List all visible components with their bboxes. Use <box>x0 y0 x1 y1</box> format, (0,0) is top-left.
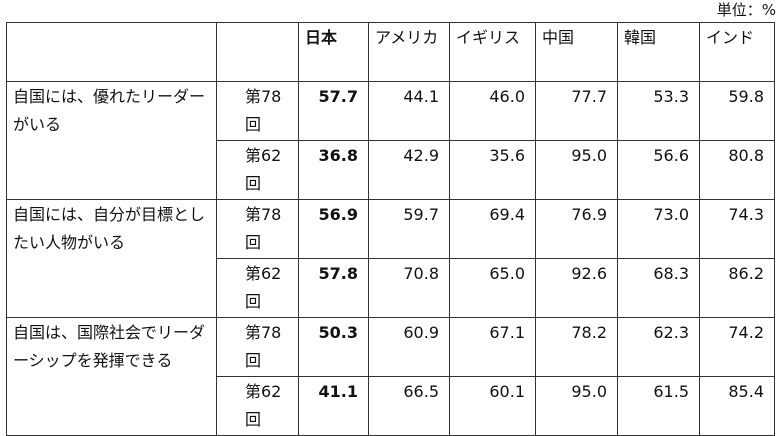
survey-round-label: 第62回 <box>216 376 299 436</box>
value-cell-usa: 42.9 <box>368 140 450 200</box>
survey-round-label: 第62回 <box>216 258 299 318</box>
table-row: 第62回 57.8 70.8 65.0 92.6 68.3 86.2 <box>7 258 775 318</box>
survey-round-label: 第78回 <box>216 199 299 259</box>
value-cell-japan: 57.8 <box>298 258 369 318</box>
header-japan: 日本 <box>298 22 369 82</box>
table-row: 自国には、自分が目標としたい人物がいる 第78回 56.9 59.7 69.4 76.9 7… <box>6 199 775 318</box>
value-cell-korea: 56.6 <box>617 140 700 200</box>
survey-round-label: 第78回 <box>216 317 299 377</box>
value-cell-uk: 69.4 <box>449 199 536 259</box>
row-item-label: 自国には、自分が目標としたい人物がいる <box>6 199 217 318</box>
table-row: 第62回 36.8 42.9 35.6 95.0 56.6 80.8 <box>7 140 775 200</box>
header-korea: 韓国 <box>617 22 700 82</box>
value-cell-korea: 61.5 <box>617 376 700 436</box>
value-cell-usa: 66.5 <box>368 376 450 436</box>
value-cell-japan: 57.7 <box>298 81 369 141</box>
value-cell-usa: 60.9 <box>368 317 450 377</box>
value-cell-uk: 46.0 <box>449 81 536 141</box>
value-cell-india: 74.3 <box>699 199 775 259</box>
value-cell-korea: 68.3 <box>617 258 700 318</box>
header-blank <box>6 22 217 82</box>
survey-table: 日本 アメリカ イギリス 中国 韓国 インド 自国には、優れたリーダーがいる 第7… <box>6 22 775 436</box>
table-row: 第62回 41.1 66.5 60.1 95.0 61.5 85.4 <box>7 376 775 436</box>
header-china: 中国 <box>535 22 618 82</box>
value-cell-japan: 56.9 <box>298 199 369 259</box>
value-cell-uk: 67.1 <box>449 317 536 377</box>
value-cell-usa: 59.7 <box>368 199 450 259</box>
unit-label: 単位：% <box>716 1 776 19</box>
header-row: 日本 アメリカ イギリス 中国 韓国 インド <box>6 22 775 82</box>
value-cell-japan: 50.3 <box>298 317 369 377</box>
table-row: 自国には、優れたリーダーがいる 第78回 57.7 44.1 46.0 77.7 53.3 5… <box>6 81 775 200</box>
value-cell-india: 74.2 <box>699 317 775 377</box>
value-cell-korea: 53.3 <box>617 81 700 141</box>
value-cell-japan: 36.8 <box>298 140 369 200</box>
row-item-label: 自国は、国際社会でリーダーシップを発揮できる <box>6 317 217 436</box>
value-cell-uk: 60.1 <box>449 376 536 436</box>
value-cell-india: 80.8 <box>699 140 775 200</box>
header-india: インド <box>699 22 775 82</box>
value-cell-china: 76.9 <box>535 199 618 259</box>
value-cell-usa: 70.8 <box>368 258 450 318</box>
survey-round-label: 第62回 <box>216 140 299 200</box>
value-cell-india: 59.8 <box>699 81 775 141</box>
value-cell-india: 86.2 <box>699 258 775 318</box>
value-cell-korea: 73.0 <box>617 199 700 259</box>
value-cell-uk: 35.6 <box>449 140 536 200</box>
value-cell-usa: 44.1 <box>368 81 450 141</box>
header-round-blank <box>216 22 299 82</box>
header-usa: アメリカ <box>368 22 450 82</box>
value-cell-uk: 65.0 <box>449 258 536 318</box>
value-cell-india: 85.4 <box>699 376 775 436</box>
value-cell-china: 92.6 <box>535 258 618 318</box>
value-cell-china: 95.0 <box>535 376 618 436</box>
value-cell-china: 78.2 <box>535 317 618 377</box>
value-cell-japan: 41.1 <box>298 376 369 436</box>
value-cell-korea: 62.3 <box>617 317 700 377</box>
header-uk: イギリス <box>449 22 536 82</box>
value-cell-china: 95.0 <box>535 140 618 200</box>
table-row: 自国は、国際社会でリーダーシップを発揮できる 第78回 50.3 60.9 67.1 78… <box>6 317 775 436</box>
row-item-label: 自国には、優れたリーダーがいる <box>6 81 217 200</box>
survey-round-label: 第78回 <box>216 81 299 141</box>
value-cell-china: 77.7 <box>535 81 618 141</box>
